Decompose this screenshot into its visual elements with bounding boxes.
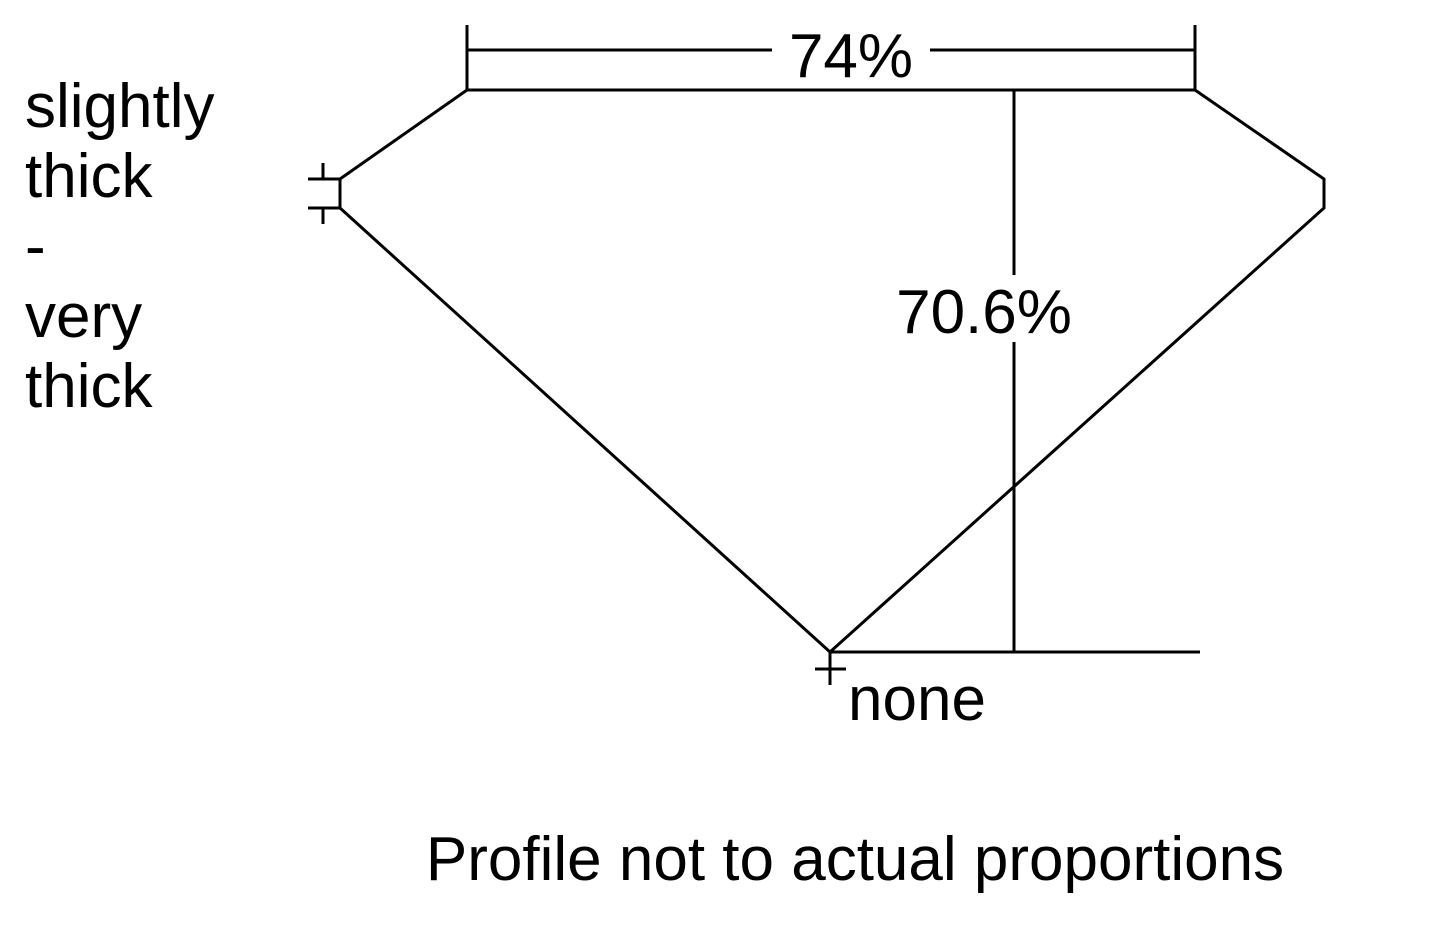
girdle-label-line: -	[25, 212, 46, 281]
girdle-thickness-label: slightly thick - very thick	[25, 72, 215, 422]
table-percent-label: 74%	[789, 22, 913, 91]
diamond-outline	[338, 88, 1326, 655]
girdle-label-line: very	[25, 282, 143, 351]
girdle-label-line: thick	[25, 142, 153, 211]
girdle-label-line: thick	[25, 352, 153, 421]
depth-percent-label: 70.6%	[896, 278, 1072, 347]
caption: Profile not to actual proportions	[426, 825, 1284, 894]
culet-label: none	[848, 665, 986, 734]
girdle-label-line: slightly	[25, 72, 215, 141]
